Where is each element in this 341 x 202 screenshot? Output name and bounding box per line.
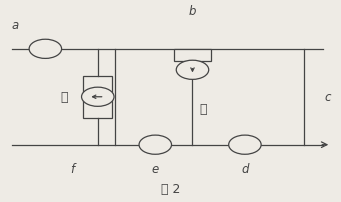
Text: e: e: [152, 162, 159, 175]
Text: d: d: [241, 162, 249, 175]
Circle shape: [139, 135, 172, 155]
Circle shape: [176, 61, 209, 80]
Bar: [84, 76, 112, 118]
Text: 图 2: 图 2: [161, 182, 180, 195]
Text: b: b: [189, 5, 196, 18]
Circle shape: [29, 40, 62, 59]
Text: f: f: [70, 162, 74, 175]
Bar: [174, 49, 211, 61]
Text: 甲: 甲: [60, 91, 68, 104]
Circle shape: [229, 135, 261, 155]
Text: c: c: [324, 91, 331, 104]
Text: a: a: [12, 19, 19, 32]
Text: 乙: 乙: [199, 103, 206, 116]
Circle shape: [81, 88, 114, 107]
